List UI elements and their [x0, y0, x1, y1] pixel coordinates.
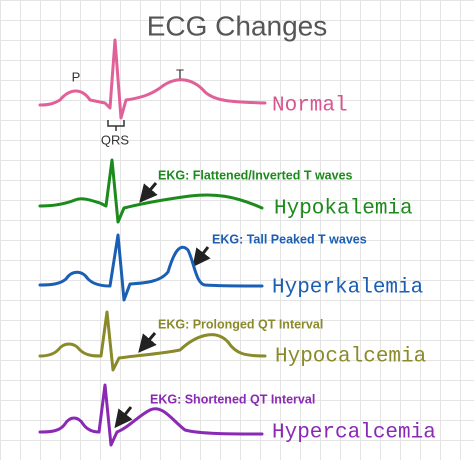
qrs-label: QRS [101, 132, 130, 147]
condition-name: Hypokalemia [274, 198, 413, 221]
condition-name: Normal [272, 95, 348, 118]
p-label: P [72, 69, 81, 84]
hyperkalemia-trace [38, 233, 264, 302]
normal-trace [38, 38, 267, 120]
arrow [114, 406, 133, 429]
condition-name: Hyperkalemia [272, 277, 423, 300]
hypokalemia-trace [38, 158, 264, 224]
hypercalcemia-trace [38, 383, 264, 447]
arrow [138, 332, 157, 353]
hypocalcemia-trace [38, 310, 267, 372]
qrs-bracket [107, 120, 125, 131]
ekg-note: EKG: Shortened QT Interval [150, 392, 315, 406]
title: ECG Changes [147, 10, 328, 41]
ekg-note: EKG: Tall Peaked T waves [212, 232, 367, 246]
arrow [139, 182, 158, 203]
condition-name: Hypercalcemia [272, 422, 436, 445]
ekg-note: EKG: Flattened/Inverted T waves [158, 168, 353, 182]
ekg-note: EKG: Prolonged QT Interval [158, 317, 323, 331]
t-label: T [176, 66, 184, 81]
condition-name: Hypocalcemia [275, 346, 426, 369]
arrow [192, 246, 211, 268]
